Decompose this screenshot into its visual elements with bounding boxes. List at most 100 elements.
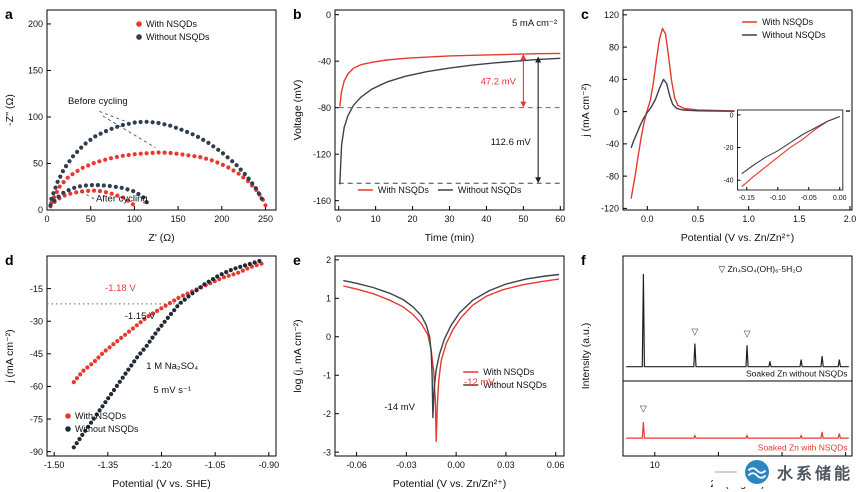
svg-text:-120: -120	[601, 204, 619, 214]
svg-text:80: 80	[609, 42, 619, 52]
svg-text:-0.03: -0.03	[396, 460, 417, 470]
svg-text:200: 200	[28, 19, 43, 29]
svg-text:1.5: 1.5	[793, 214, 806, 224]
svg-text:With NSQDs: With NSQDs	[483, 367, 535, 377]
panel-a-plot: a 0 50 100 150 200 250 0 50 100 150 200 Z' (Ω) -Z'' (…	[4, 6, 277, 244]
svg-text:log (j, mA cm⁻²): log (j, mA cm⁻²)	[292, 319, 304, 392]
svg-text:200: 200	[214, 214, 229, 224]
svg-text:-1.15 V: -1.15 V	[125, 311, 156, 322]
svg-text:-45: -45	[30, 349, 43, 359]
svg-text:50: 50	[518, 214, 528, 224]
svg-text:After cycling: After cycling	[96, 194, 148, 205]
panel-c-plot: c 0.0 0.5 1.0 1.5 2.0 -120 -80 -40 0 40 80 120 Potent…	[580, 6, 856, 244]
svg-text:-40: -40	[723, 178, 733, 185]
svg-text:50: 50	[86, 214, 96, 224]
svg-text:-12 mV: -12 mV	[464, 377, 495, 388]
svg-text:With NSQDs: With NSQDs	[762, 17, 814, 27]
svg-text:-Z'' (Ω): -Z'' (Ω)	[4, 94, 16, 126]
svg-text:Voltage (mV): Voltage (mV)	[292, 80, 304, 141]
svg-text:Z' (Ω): Z' (Ω)	[148, 232, 174, 244]
svg-text:Before cycling: Before cycling	[68, 96, 128, 107]
svg-text:10: 10	[371, 214, 381, 224]
panel-d-plot: d -1.50 -1.35 -1.20 -1.05 -0.90 -90 -75 -60 -45 -3…	[4, 252, 280, 490]
svg-text:0.5: 0.5	[692, 214, 705, 224]
svg-text:-0.90: -0.90	[259, 460, 280, 470]
svg-text:-1.20: -1.20	[151, 460, 172, 470]
panel-c: c 0.0 0.5 1.0 1.5 2.0 -120 -80 -40 0 40 80 120 Potent…	[576, 0, 864, 246]
svg-text:20: 20	[408, 214, 418, 224]
svg-text:-75: -75	[30, 414, 43, 424]
svg-text:-1.05: -1.05	[205, 460, 226, 470]
svg-text:With NSQDs: With NSQDs	[75, 411, 127, 421]
panel-b-plot: b 0 10 20 30 40 50 60 0 -40 -80 -120 -160 Time (min) V…	[292, 6, 565, 244]
svg-text:10: 10	[650, 460, 660, 470]
svg-text:40: 40	[481, 214, 491, 224]
svg-text:j (mA cm⁻²): j (mA cm⁻²)	[4, 329, 16, 383]
svg-text:Time (min): Time (min)	[425, 232, 475, 244]
svg-text:100: 100	[127, 214, 142, 224]
svg-text:Soaked Zn without NSQDs: Soaked Zn without NSQDs	[746, 369, 848, 379]
svg-text:-80: -80	[318, 103, 331, 113]
svg-text:-1.18 V: -1.18 V	[105, 283, 136, 294]
svg-text:0: 0	[38, 205, 43, 215]
svg-text:0: 0	[326, 332, 331, 342]
svg-text:1: 1	[326, 294, 331, 304]
svg-text:Potential (V vs. Zn/Zn²⁺): Potential (V vs. Zn/Zn²⁺)	[393, 478, 507, 490]
svg-text:Without NSQDs: Without NSQDs	[762, 30, 826, 40]
svg-text:-3: -3	[323, 447, 331, 457]
svg-text:5 mV s⁻¹: 5 mV s⁻¹	[153, 385, 191, 396]
svg-text:1.0: 1.0	[742, 214, 755, 224]
svg-text:-160: -160	[313, 196, 331, 206]
svg-text:-80: -80	[606, 171, 619, 181]
panel-a: a 0 50 100 150 200 250 0 50 100 150 200 Z' (Ω) -Z'' (…	[0, 0, 288, 246]
svg-text:0: 0	[614, 107, 619, 117]
svg-text:a: a	[5, 6, 13, 22]
svg-text:-30: -30	[30, 316, 43, 326]
svg-text:0.00: 0.00	[833, 195, 847, 202]
svg-text:-0.05: -0.05	[801, 195, 817, 202]
watermark-text: 水系储能	[776, 466, 853, 483]
svg-text:0: 0	[730, 112, 734, 119]
panel-e-plot: e -0.06 -0.03 0.00 0.03 0.06 -3 -2 -1 0 1 2 Potentia…	[292, 252, 565, 490]
svg-text:-0.06: -0.06	[346, 460, 367, 470]
water-energy-logo-icon	[744, 460, 769, 484]
panel-f: f102030402θ (degree)Intensity (a.u.)▽ Zn…	[576, 246, 864, 492]
svg-text:f: f	[581, 252, 586, 268]
svg-text:2: 2	[326, 255, 331, 265]
svg-text:0.00: 0.00	[447, 460, 465, 470]
svg-text:5 mA cm⁻²: 5 mA cm⁻²	[512, 18, 557, 29]
svg-text:▽: ▽	[691, 327, 698, 337]
svg-text:0: 0	[44, 214, 49, 224]
svg-text:-2: -2	[323, 409, 331, 419]
svg-text:With NSQDs: With NSQDs	[378, 185, 430, 195]
svg-text:d: d	[5, 252, 14, 268]
svg-text:0.06: 0.06	[547, 460, 565, 470]
svg-text:b: b	[293, 6, 302, 22]
svg-text:▽: ▽	[744, 328, 751, 338]
svg-text:-120: -120	[313, 149, 331, 159]
svg-text:150: 150	[28, 66, 43, 76]
svg-text:150: 150	[171, 214, 186, 224]
svg-text:120: 120	[604, 10, 619, 20]
svg-text:-0.15: -0.15	[739, 195, 755, 202]
svg-text:-0.10: -0.10	[770, 195, 786, 202]
svg-text:47.2 mV: 47.2 mV	[481, 76, 517, 87]
svg-text:Without NSQDs: Without NSQDs	[146, 32, 210, 42]
svg-text:Without NSQDs: Without NSQDs	[483, 380, 547, 390]
svg-text:-15: -15	[30, 284, 43, 294]
svg-text:112.6 mV: 112.6 mV	[491, 137, 532, 148]
svg-text:e: e	[293, 252, 301, 268]
svg-text:0.0: 0.0	[641, 214, 654, 224]
svg-text:-20: -20	[723, 145, 733, 152]
watermark-line	[714, 471, 737, 473]
svg-text:With NSQDs: With NSQDs	[146, 19, 198, 29]
svg-text:-14 mV: -14 mV	[384, 402, 415, 413]
svg-text:Potential (V vs. SHE): Potential (V vs. SHE)	[112, 478, 211, 490]
svg-text:1 M Na₂SO₄: 1 M Na₂SO₄	[146, 361, 198, 372]
svg-text:30: 30	[444, 214, 454, 224]
svg-text:0: 0	[326, 10, 331, 20]
svg-text:-90: -90	[30, 447, 43, 457]
svg-text:▽ Zn₄SO₄(OH)₆·5H₂O: ▽ Zn₄SO₄(OH)₆·5H₂O	[719, 264, 803, 274]
svg-text:60: 60	[555, 214, 565, 224]
svg-text:Intensity (a.u.): Intensity (a.u.)	[580, 323, 592, 390]
